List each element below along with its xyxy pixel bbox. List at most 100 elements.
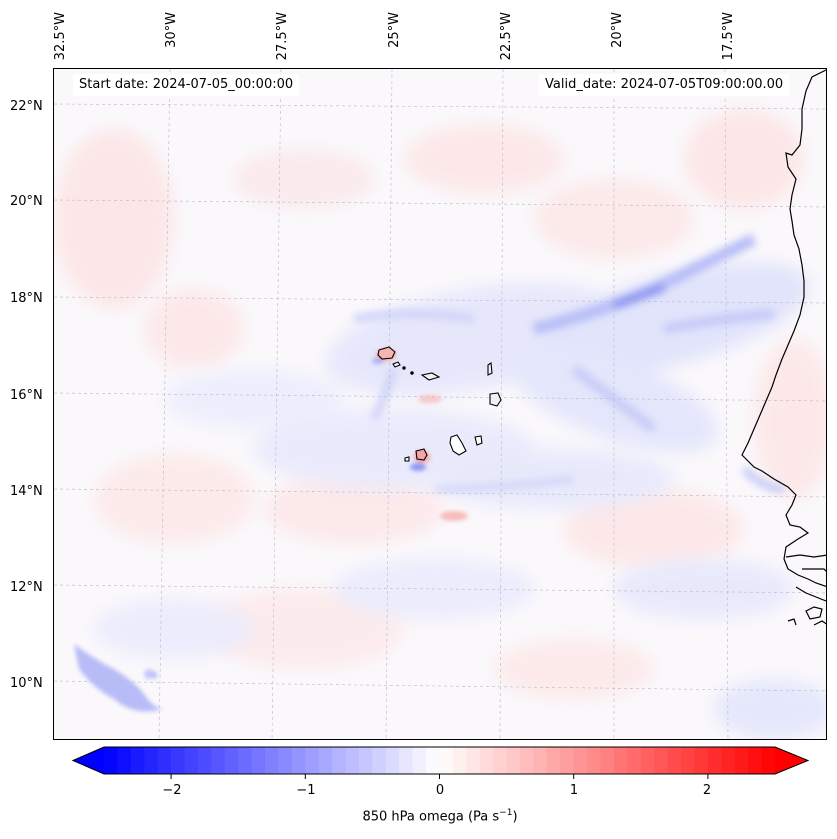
colorbar-cell xyxy=(318,747,333,774)
lat-label-22n: 22°N xyxy=(10,99,43,114)
colorbar-cell xyxy=(600,747,615,774)
lon-label-27-5w: 27.5°W xyxy=(275,12,290,61)
guinea-coast xyxy=(813,620,826,626)
map-panel xyxy=(53,68,827,740)
colorbar-cell xyxy=(211,747,226,774)
colorbar-cell xyxy=(104,747,119,774)
colorbar-cell xyxy=(627,747,642,774)
colorbar-cell xyxy=(332,747,347,774)
colorbar-cell xyxy=(613,747,628,774)
lat-label-14n: 14°N xyxy=(10,484,43,499)
colorbar-cell xyxy=(520,747,535,774)
lon-label-32-5w: 32.5°W xyxy=(53,12,68,61)
sao-nicolau-island xyxy=(420,372,441,381)
boa-vista-island xyxy=(489,392,502,407)
colorbar-cell xyxy=(265,747,280,774)
colorbar-cell xyxy=(399,747,414,774)
colorbar-cell xyxy=(197,747,212,774)
colorbar-label-suffix: ) xyxy=(512,809,518,825)
coastline-main xyxy=(741,69,826,587)
colorbar-cell xyxy=(171,747,186,774)
cape-verde-islands xyxy=(377,346,502,462)
colorbar-max-extend xyxy=(775,747,808,774)
positive-omega-regions xyxy=(54,109,826,699)
lon-label-22-5w: 22.5°W xyxy=(499,12,514,61)
colorbar-cell xyxy=(385,747,400,774)
colorbar-cell xyxy=(707,747,722,774)
lat-label-10n: 10°N xyxy=(10,676,43,691)
colorbar-cell xyxy=(412,747,427,774)
santo-antao-island xyxy=(377,346,396,360)
colorbar-cell xyxy=(654,747,669,774)
colorbar-cell xyxy=(761,747,776,774)
colorbar-tick-0: 0 xyxy=(435,783,445,798)
colorbar-cell xyxy=(251,747,266,774)
colorbar-cell xyxy=(144,747,159,774)
maio-island xyxy=(474,435,483,446)
colorbar-tickmarks xyxy=(170,774,709,779)
colorbar-label-prefix: 850 hPa omega (Pa s xyxy=(362,809,500,825)
colorbar-label-exponent: −1 xyxy=(499,808,513,818)
colorbar-cell xyxy=(305,747,320,774)
colorbar-tick-neg2: −2 xyxy=(162,783,182,798)
lat-label-16n: 16°N xyxy=(10,388,43,403)
africa-coastline xyxy=(741,69,826,626)
colorbar-cell xyxy=(560,747,575,774)
colorbar-cell xyxy=(466,747,481,774)
start-date-label: Start date: 2024-07-05_00:00:00 xyxy=(73,74,300,96)
colorbar-cell xyxy=(694,747,709,774)
colorbar-cell xyxy=(748,747,763,774)
graticule xyxy=(54,69,826,739)
southwest-blue-patch xyxy=(74,644,164,712)
gambia-river xyxy=(785,554,826,558)
colorbar-outline xyxy=(71,746,810,775)
lon-label-25w: 25°W xyxy=(387,12,402,48)
lon-label-30w: 30°W xyxy=(164,12,179,48)
colorbar-cell xyxy=(345,747,360,774)
lat-label-20n: 20°N xyxy=(10,194,43,209)
sao-vicente-island xyxy=(392,361,401,368)
omega-field-map xyxy=(54,69,826,739)
colorbar-cell xyxy=(130,747,145,774)
colorbar-cell xyxy=(157,747,172,774)
colorbar-cell xyxy=(184,747,199,774)
bijagos-islands xyxy=(805,606,823,620)
lat-label-18n: 18°N xyxy=(10,291,43,306)
colorbar-cell xyxy=(479,747,494,774)
colorbar-cell xyxy=(224,747,239,774)
valid-date-label: Valid_date: 2024-07-05T09:00:00.00 xyxy=(539,74,790,96)
brava-island xyxy=(404,456,410,462)
lon-label-20w: 20°W xyxy=(610,12,625,48)
colorbar-cell xyxy=(546,747,561,774)
fogo-island xyxy=(415,448,428,461)
colorbar-cells xyxy=(104,747,776,774)
colorbar-cell xyxy=(117,747,132,774)
colorbar-cell xyxy=(452,747,467,774)
colorbar-cell xyxy=(439,747,454,774)
colorbar-tick-2: 2 xyxy=(702,783,712,798)
colorbar-cell xyxy=(587,747,602,774)
casamance-river xyxy=(802,568,826,572)
colorbar-cell xyxy=(721,747,736,774)
colorbar-cell xyxy=(667,747,682,774)
colorbar-cell xyxy=(426,747,441,774)
colorbar-cell xyxy=(291,747,306,774)
colorbar-tick-1: 1 xyxy=(569,783,579,798)
guinea-bissau-coast xyxy=(795,586,826,602)
lat-label-12n: 12°N xyxy=(10,580,43,595)
colorbar-cell xyxy=(506,747,521,774)
lon-label-17-5w: 17.5°W xyxy=(721,12,736,61)
colorbar-cell xyxy=(573,747,588,774)
colorbar-cell xyxy=(278,747,293,774)
negative-omega-regions xyxy=(94,262,826,739)
sal-island xyxy=(487,362,493,376)
colorbar-min-extend xyxy=(73,747,104,774)
colorbar-cell xyxy=(238,747,253,774)
colorbar-cell xyxy=(493,747,508,774)
colorbar-cell xyxy=(734,747,749,774)
colorbar xyxy=(71,746,810,779)
colorbar-cell xyxy=(372,747,387,774)
colorbar-cell xyxy=(358,747,373,774)
colorbar-cell xyxy=(533,747,548,774)
